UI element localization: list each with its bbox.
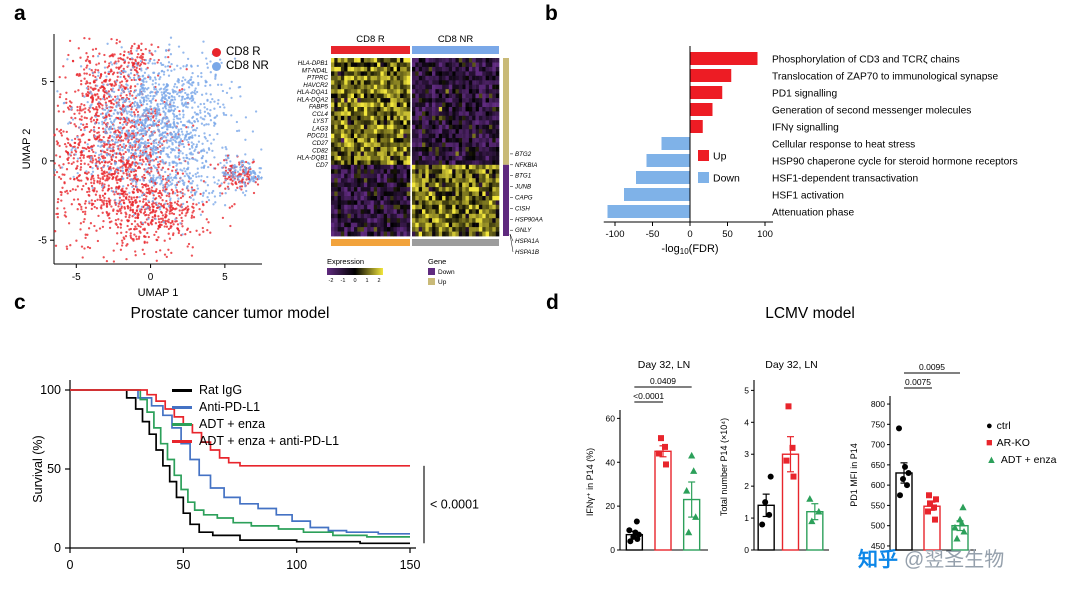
umap-plot: -5 0 5 -5 0 5 UMAP 1 UMAP 2 →	[21, 34, 265, 299]
adt-enza-label: ADT + enza	[199, 417, 266, 431]
umap-legend: CD8 R CD8 NR	[212, 46, 269, 72]
svg-text:-5: -5	[38, 236, 47, 247]
legend-item-cd8nr: CD8 NR	[212, 60, 269, 72]
svg-text:UMAP 2: UMAP 2	[21, 129, 33, 170]
panel-b-label: b	[545, 2, 558, 25]
panel-a-label: a	[14, 2, 26, 25]
adt-enza-anti-pdl1-swatch-icon	[172, 439, 192, 443]
rat-igg-label: Rat IgG	[199, 383, 243, 397]
legend-item-arko: ■ AR-KO	[986, 437, 1056, 449]
lcmv-legend: ● ctrl ■ AR-KO ▲ ADT + enza	[986, 420, 1056, 466]
ctrl-label: ctrl	[996, 420, 1011, 432]
anti-pdl1-swatch-icon	[172, 405, 192, 409]
watermark-handle: @翌圣生物	[904, 549, 1005, 571]
cd8nr-swatch-icon	[212, 61, 221, 71]
expression-heatmap: CD8 R CD8 NRHLA-DPB1MT-ND4LPTPRCHAVCR2HLA…	[297, 34, 543, 286]
svg-text:0: 0	[41, 156, 47, 167]
svg-text:-5: -5	[72, 272, 81, 283]
cd8r-swatch-icon	[212, 47, 221, 57]
panel-c-title: Prostate cancer tumor model	[130, 305, 330, 322]
ctrl-marker-icon: ●	[986, 420, 993, 432]
watermark: 知乎 @翌圣生物	[858, 543, 1004, 572]
cd8r-label: CD8 R	[226, 46, 261, 58]
adt-enza-marker-icon: ▲	[986, 454, 997, 466]
anti-pdl1-label: Anti-PD-L1	[199, 400, 261, 414]
svg-text:5: 5	[41, 77, 47, 88]
watermark-brand: 知乎	[858, 549, 898, 571]
legend-item-rat-igg: Rat IgG	[172, 383, 339, 397]
pathway-bar-chart: Phosphorylation of CD3 and TCRζ chainsTr…	[603, 46, 1018, 256]
pd1-mfi-plot: 0.00950.0075450500550600650700750800PD1 …	[849, 362, 976, 551]
arko-label: AR-KO	[996, 437, 1030, 449]
rat-igg-swatch-icon	[172, 388, 192, 392]
legend-item-ctrl: ● ctrl	[986, 420, 1056, 432]
legend-item-adt-enza-anti-pdl1: ADT + enza + anti-PD-L1	[172, 434, 339, 448]
adt-enza-swatch-icon	[172, 422, 192, 426]
legend-item-cd8r: CD8 R	[212, 46, 269, 58]
svg-text:→: →	[254, 170, 265, 182]
survival-legend: Rat IgG Anti-PD-L1 ADT + enza ADT + enza…	[172, 383, 339, 448]
cd8nr-label: CD8 NR	[226, 60, 269, 72]
panel-d-label: d	[546, 291, 559, 314]
adt-enza-anti-pdl1-label: ADT + enza + anti-PD-L1	[199, 434, 340, 448]
legend-item-anti-pdl1: Anti-PD-L1	[172, 400, 339, 414]
legend-item-adt-enza-d: ▲ ADT + enza	[986, 454, 1056, 466]
legend-item-adt-enza: ADT + enza	[172, 417, 339, 431]
arko-marker-icon: ■	[986, 437, 993, 449]
svg-text:0: 0	[148, 272, 154, 283]
panel-c-label: c	[14, 291, 26, 314]
svg-text:UMAP 1: UMAP 1	[138, 287, 179, 299]
adt-enza-d-label: ADT + enza	[1000, 454, 1057, 466]
svg-text:5: 5	[222, 272, 228, 283]
panel-d-title: LCMV model	[765, 305, 855, 322]
